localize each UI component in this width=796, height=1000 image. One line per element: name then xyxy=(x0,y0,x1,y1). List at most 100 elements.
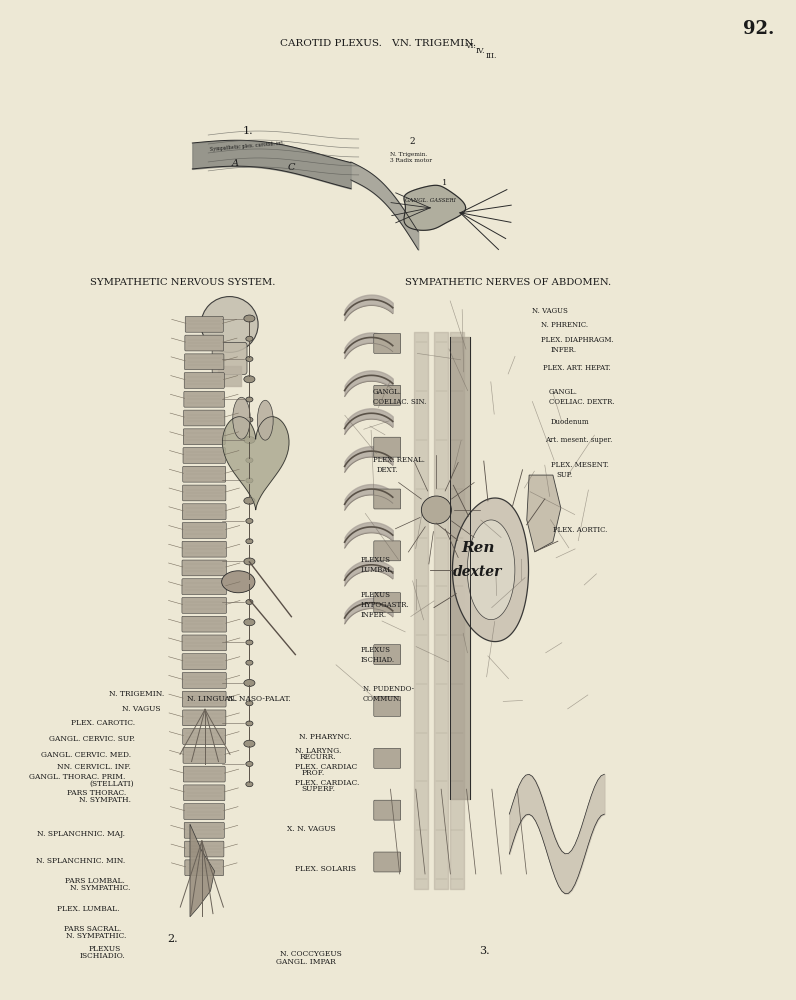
Text: Ren: Ren xyxy=(461,541,494,555)
Text: PLEX. CARDIAC: PLEX. CARDIAC xyxy=(295,763,357,771)
Polygon shape xyxy=(404,185,466,230)
Text: GANGL. IMPAR: GANGL. IMPAR xyxy=(275,958,335,966)
Ellipse shape xyxy=(201,297,258,352)
Text: INFER.: INFER. xyxy=(551,346,576,354)
Ellipse shape xyxy=(244,740,255,747)
Text: CAROTID PLEXUS.: CAROTID PLEXUS. xyxy=(280,39,382,48)
Text: 2: 2 xyxy=(410,136,416,145)
Text: COELIAC. DEXTR.: COELIAC. DEXTR. xyxy=(549,398,615,406)
FancyBboxPatch shape xyxy=(182,654,226,670)
Text: ISCHIADIO.: ISCHIADIO. xyxy=(80,952,125,960)
Text: VI.: VI. xyxy=(465,42,476,50)
Text: PLEX. MESENT.: PLEX. MESENT. xyxy=(551,461,608,469)
FancyBboxPatch shape xyxy=(374,800,400,820)
Text: COMMUN.: COMMUN. xyxy=(363,695,402,703)
Text: Art. mesent. super.: Art. mesent. super. xyxy=(545,436,612,444)
Ellipse shape xyxy=(221,571,255,593)
Ellipse shape xyxy=(244,497,255,504)
Text: PROF.: PROF. xyxy=(302,769,325,777)
Text: N. PHRENIC.: N. PHRENIC. xyxy=(541,321,588,329)
Text: COELIAC. SIN.: COELIAC. SIN. xyxy=(373,398,427,406)
Text: INFER.: INFER. xyxy=(361,611,388,619)
Text: dexter: dexter xyxy=(453,565,502,579)
Text: SYMPATHETIC NERVOUS SYSTEM.: SYMPATHETIC NERVOUS SYSTEM. xyxy=(90,278,275,287)
Ellipse shape xyxy=(246,782,253,787)
FancyBboxPatch shape xyxy=(183,766,225,782)
Text: III.: III. xyxy=(486,52,497,60)
Text: 1: 1 xyxy=(442,179,447,187)
FancyBboxPatch shape xyxy=(184,391,224,407)
FancyBboxPatch shape xyxy=(374,541,400,561)
FancyBboxPatch shape xyxy=(184,373,224,388)
Text: RECURR.: RECURR. xyxy=(299,753,336,761)
Ellipse shape xyxy=(246,539,253,544)
FancyBboxPatch shape xyxy=(374,852,400,872)
Text: NN. CERVICL. INF.: NN. CERVICL. INF. xyxy=(57,763,131,771)
FancyBboxPatch shape xyxy=(374,437,400,457)
Polygon shape xyxy=(527,475,561,552)
Text: PLEX. LUMBAL.: PLEX. LUMBAL. xyxy=(57,905,119,913)
FancyBboxPatch shape xyxy=(374,696,400,716)
Text: PLEX. ART. HEPAT.: PLEX. ART. HEPAT. xyxy=(543,364,611,372)
Text: PLEX. DIAPHRAGM.: PLEX. DIAPHRAGM. xyxy=(541,336,614,344)
Text: N. TRIGEMIN.: N. TRIGEMIN. xyxy=(109,690,165,698)
FancyBboxPatch shape xyxy=(184,822,224,838)
Ellipse shape xyxy=(246,478,253,483)
FancyBboxPatch shape xyxy=(185,335,224,351)
Polygon shape xyxy=(467,520,515,620)
Text: C: C xyxy=(287,163,295,172)
Text: PLEX. CAROTIC.: PLEX. CAROTIC. xyxy=(71,719,135,727)
Ellipse shape xyxy=(246,599,253,604)
Text: PLEX. AORTIC.: PLEX. AORTIC. xyxy=(553,526,607,534)
FancyBboxPatch shape xyxy=(182,672,226,688)
FancyBboxPatch shape xyxy=(182,541,226,557)
Text: PLEXUS: PLEXUS xyxy=(361,556,391,564)
Text: N. PUDENDO-: N. PUDENDO- xyxy=(363,685,414,693)
Text: GANGL. CERVIC. SUP.: GANGL. CERVIC. SUP. xyxy=(49,735,135,743)
Ellipse shape xyxy=(421,496,451,524)
Text: 1.: 1. xyxy=(243,126,253,136)
Text: SUPERF.: SUPERF. xyxy=(302,785,336,793)
Text: A: A xyxy=(232,159,239,168)
Text: V.N. TRIGEMIN.: V.N. TRIGEMIN. xyxy=(392,39,477,48)
FancyBboxPatch shape xyxy=(184,804,224,819)
Text: GANGL. THORAC. PRIM.: GANGL. THORAC. PRIM. xyxy=(29,773,125,781)
FancyBboxPatch shape xyxy=(182,598,227,613)
Text: 3 Radix motor: 3 Radix motor xyxy=(391,158,432,163)
Ellipse shape xyxy=(246,417,253,422)
Text: PLEX. CARDIAC.: PLEX. CARDIAC. xyxy=(295,779,360,787)
Polygon shape xyxy=(222,417,289,510)
FancyBboxPatch shape xyxy=(182,616,227,632)
FancyBboxPatch shape xyxy=(184,785,225,801)
Ellipse shape xyxy=(246,640,253,645)
FancyBboxPatch shape xyxy=(374,748,400,768)
FancyBboxPatch shape xyxy=(182,710,226,726)
Text: N. Trigemin.: N. Trigemin. xyxy=(391,152,427,157)
FancyBboxPatch shape xyxy=(213,342,247,374)
FancyBboxPatch shape xyxy=(185,860,224,876)
Text: N. LINGUAL.: N. LINGUAL. xyxy=(187,695,237,703)
Ellipse shape xyxy=(246,458,253,463)
FancyBboxPatch shape xyxy=(183,448,225,463)
Ellipse shape xyxy=(246,701,253,706)
FancyBboxPatch shape xyxy=(182,560,226,576)
Ellipse shape xyxy=(244,376,255,383)
FancyBboxPatch shape xyxy=(374,489,400,509)
Text: N. NASO-PALAT.: N. NASO-PALAT. xyxy=(228,695,291,703)
FancyBboxPatch shape xyxy=(374,645,400,665)
Ellipse shape xyxy=(246,397,253,402)
Text: IV.: IV. xyxy=(476,47,486,55)
FancyBboxPatch shape xyxy=(185,316,223,332)
Text: N. LARYNG.: N. LARYNG. xyxy=(295,747,341,755)
Text: 3.: 3. xyxy=(478,946,490,956)
Text: Sympathetic plex. carotid. int.: Sympathetic plex. carotid. int. xyxy=(210,140,285,152)
FancyBboxPatch shape xyxy=(182,635,226,651)
FancyBboxPatch shape xyxy=(183,429,225,445)
Text: N. SYMPATHIC.: N. SYMPATHIC. xyxy=(66,932,127,940)
Text: PLEX. SOLARIS: PLEX. SOLARIS xyxy=(295,865,357,873)
Text: N. PHARYNC.: N. PHARYNC. xyxy=(299,733,352,741)
FancyBboxPatch shape xyxy=(183,729,226,744)
Text: N. SPLANCHNIC. MAJ.: N. SPLANCHNIC. MAJ. xyxy=(37,830,125,838)
FancyBboxPatch shape xyxy=(184,410,225,426)
Text: HYPOGASTR.: HYPOGASTR. xyxy=(361,601,410,609)
